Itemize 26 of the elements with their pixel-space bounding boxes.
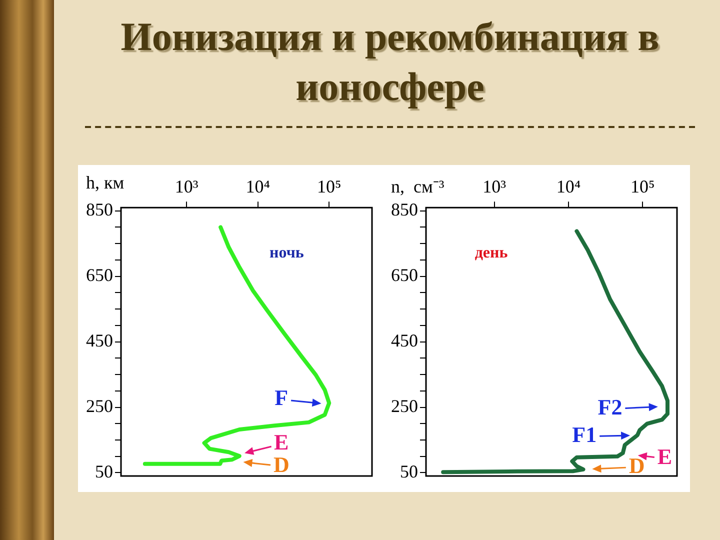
annotation: F1: [572, 422, 597, 447]
y-axis-title: h, км: [86, 172, 124, 193]
annotation: D: [628, 452, 645, 478]
x-tick-label: 10³: [174, 176, 199, 197]
y-tick-label: 850: [391, 200, 418, 220]
y-tick-label: 450: [86, 330, 113, 351]
y-tick-label: 650: [391, 265, 418, 286]
annotation: F2: [598, 394, 622, 420]
chart-title: Ионизация и рекомбинация в ионосфере: [120, 13, 660, 111]
y-tick-label: 50: [400, 461, 418, 482]
annotation: E: [657, 444, 672, 469]
annotation: F: [274, 385, 288, 410]
y-tick-label: 850: [86, 200, 113, 220]
x-tick-label: 10³: [482, 176, 507, 197]
y-tick-label: 250: [391, 396, 418, 416]
x-tick-label: 10⁴: [246, 176, 270, 197]
x-tick-label: 10⁴: [556, 176, 581, 197]
y-tick-label: 450: [391, 330, 418, 351]
y-tick-label: 50: [95, 461, 113, 482]
annotation: ночь: [270, 244, 304, 262]
y-tick-label: 250: [86, 396, 113, 416]
y-tick-label: 650: [86, 265, 113, 286]
x-axis-title: n, см⁻³: [391, 176, 445, 197]
x-tick-label: 10⁵: [316, 176, 342, 197]
annotation: день: [474, 244, 508, 262]
x-tick-label: 10⁵: [630, 176, 655, 197]
